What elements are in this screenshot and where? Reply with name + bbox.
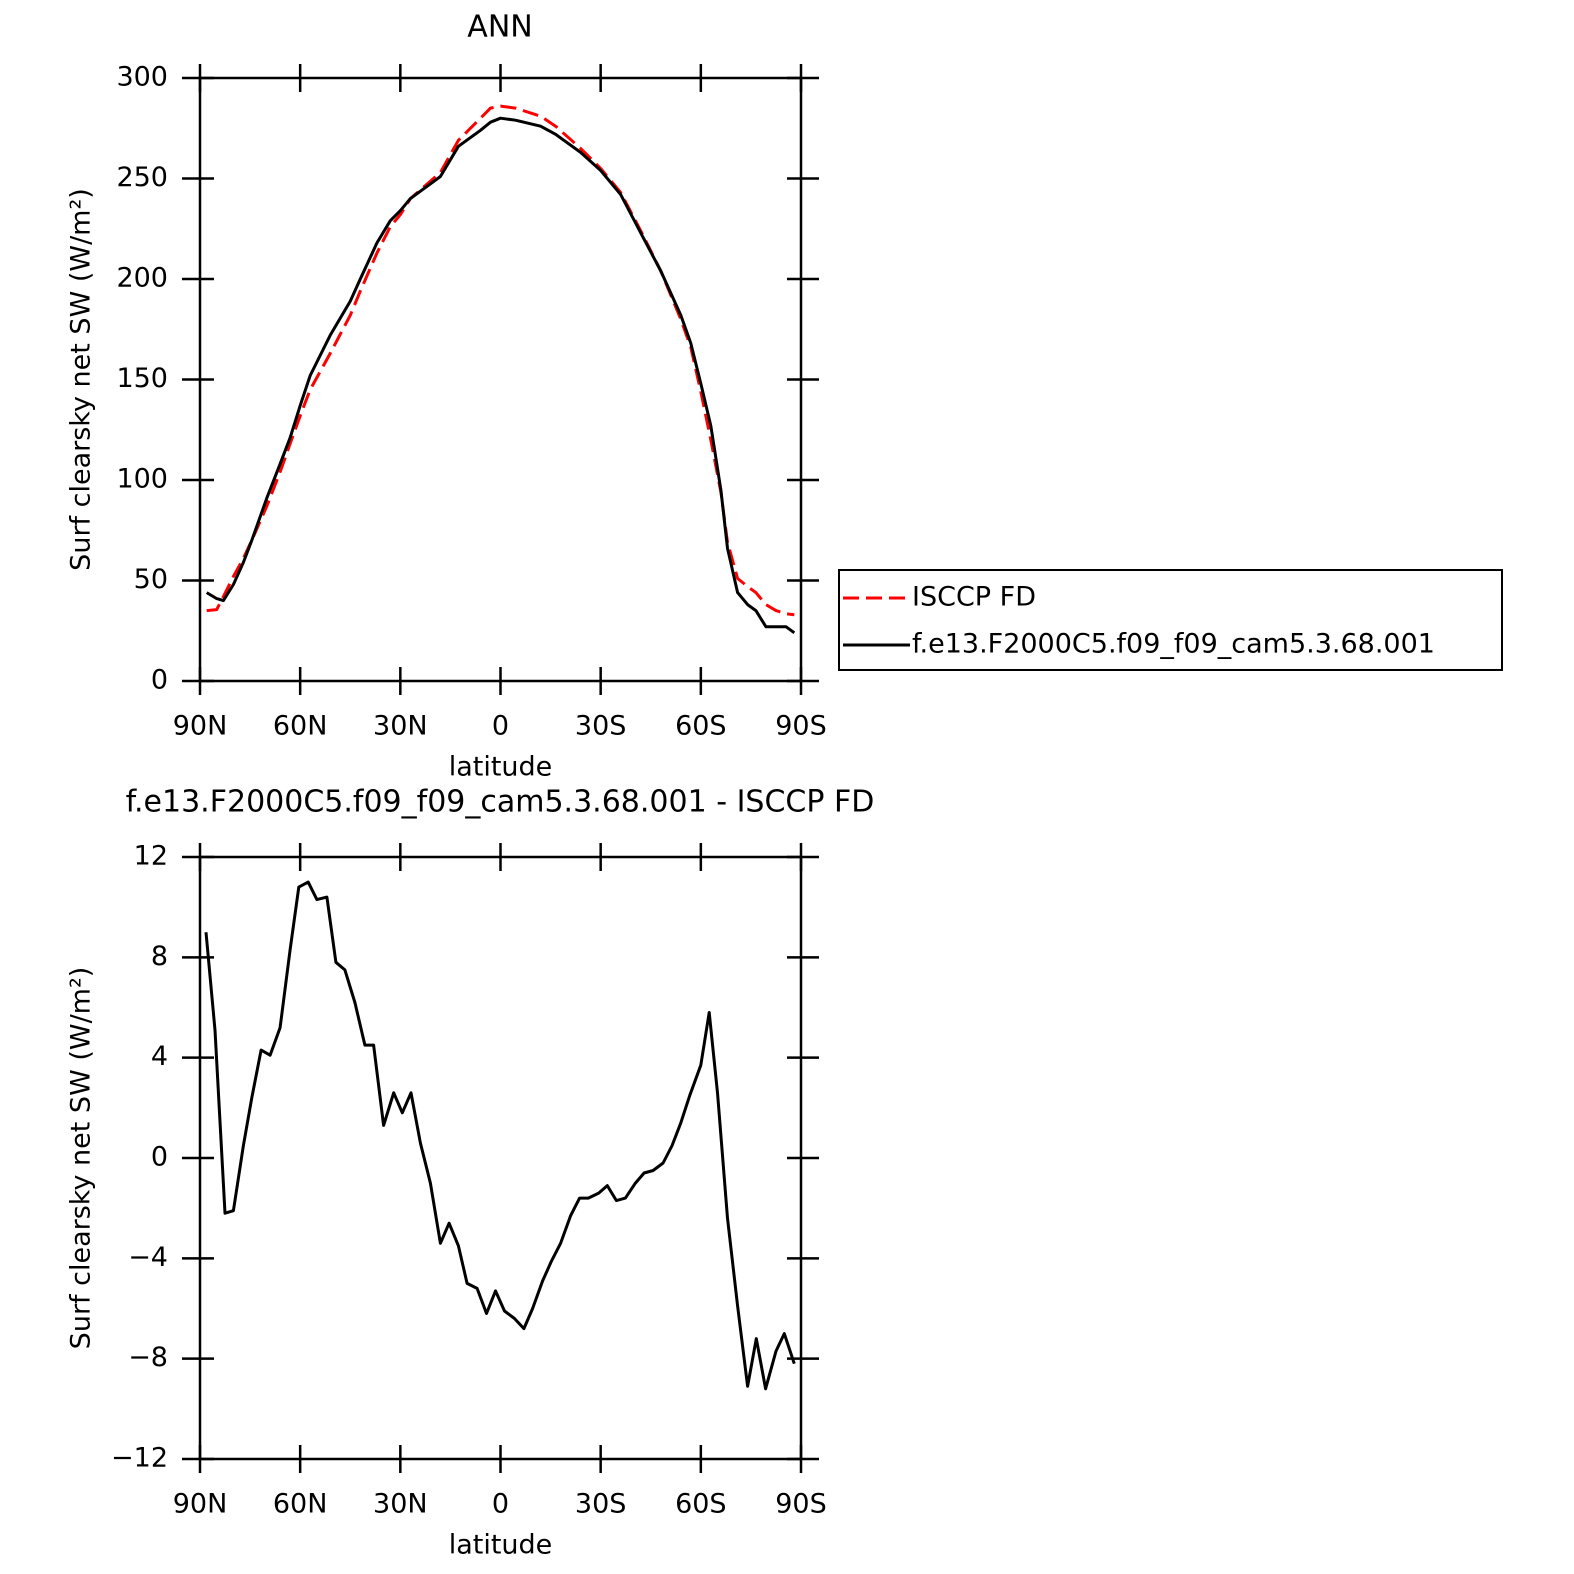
x-tick-label: 30S [575, 1489, 627, 1520]
x-tick-label: 60N [273, 1489, 328, 1520]
x-tick-label: 90N [173, 711, 228, 742]
plot-frame [198, 76, 803, 683]
chart-title: ANN [467, 10, 532, 45]
data-line [204, 880, 796, 1391]
x-tick-label: 30S [575, 711, 627, 742]
chart-title: f.e13.F2000C5.f09_f09_cam5.3.68.001 - IS… [126, 785, 875, 820]
x-axis-label: latitude [449, 1530, 553, 1561]
x-axis-label: latitude [449, 752, 553, 783]
x-tick-label: 60N [273, 711, 328, 742]
y-tick-label: 50 [134, 564, 168, 595]
y-tick-label: 0 [151, 1142, 168, 1173]
y-tick-label: 0 [151, 665, 168, 696]
y-tick-label: 200 [116, 263, 168, 294]
x-tick-label: 30N [373, 1489, 428, 1520]
y-tick-label: 150 [116, 363, 168, 394]
y-tick-label: 250 [116, 162, 168, 193]
x-tick-label: 90N [173, 1489, 228, 1520]
x-tick-label: 30N [373, 711, 428, 742]
y-tick-label: −12 [111, 1443, 168, 1474]
y-tick-label: 8 [151, 941, 168, 972]
y-tick-label: 100 [116, 464, 168, 495]
legend-label: ISCCP FD [912, 582, 1036, 613]
legend-label: f.e13.F2000C5.f09_f09_cam5.3.68.001 [912, 629, 1435, 660]
y-axis-label: Surf clearsky net SW (W/m²) [66, 188, 97, 571]
y-tick-label: 4 [151, 1041, 168, 1072]
data-line [205, 116, 796, 635]
x-tick-label: 0 [492, 1489, 509, 1520]
x-tick-label: 60S [675, 1489, 727, 1520]
y-tick-label: 300 [116, 62, 168, 93]
legend-box [838, 569, 1503, 671]
y-tick-label: −4 [128, 1242, 168, 1273]
y-tick-label: 12 [134, 841, 168, 872]
y-axis-label: Surf clearsky net SW (W/m²) [66, 967, 97, 1350]
y-tick-label: −8 [128, 1342, 168, 1373]
x-tick-label: 90S [775, 711, 827, 742]
x-tick-label: 60S [675, 711, 727, 742]
x-tick-label: 90S [775, 1489, 827, 1520]
x-tick-label: 0 [492, 711, 509, 742]
data-line [206, 104, 795, 617]
plot-frame [198, 855, 803, 1461]
